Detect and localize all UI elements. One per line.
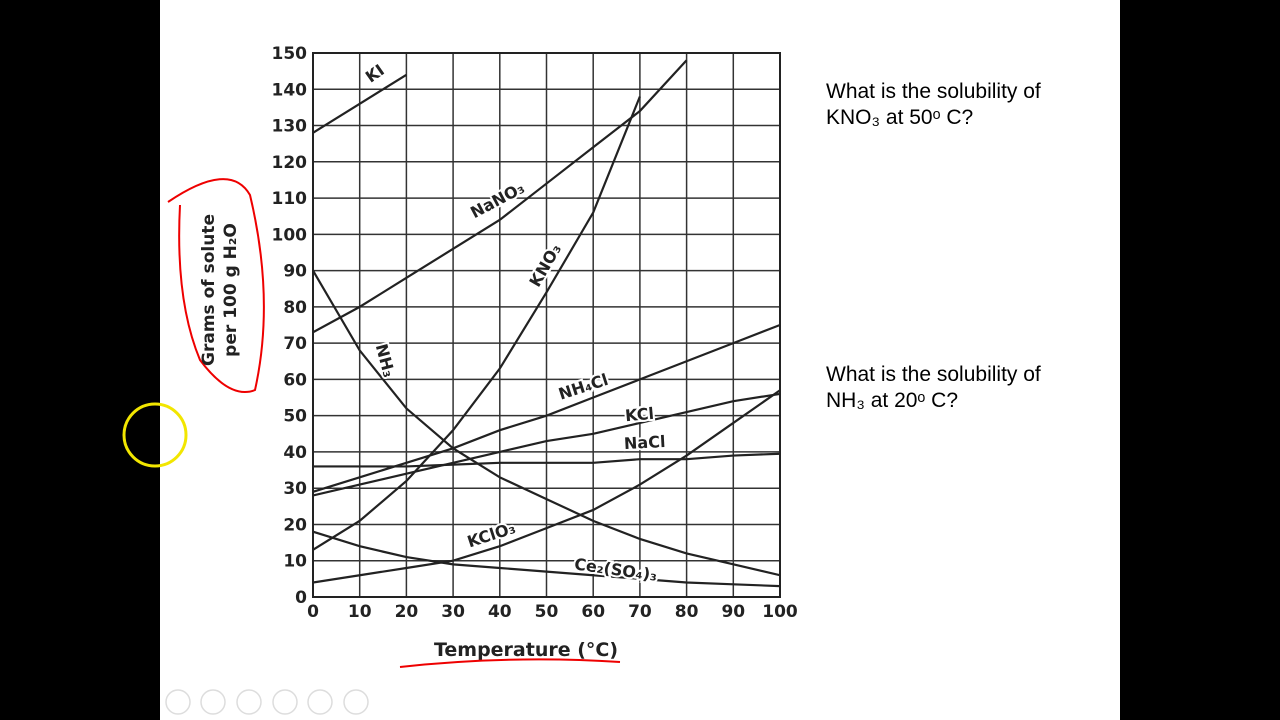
y-tick-label: 10 <box>283 552 307 572</box>
question: What is the solubility of KNO₃ at 50ᵒ C? <box>826 80 1041 129</box>
y-tick-label: 110 <box>272 189 308 209</box>
y-tick-label: 120 <box>272 153 308 173</box>
y-tick-label: 0 <box>295 588 307 608</box>
x-tick-label: 0 <box>307 602 319 622</box>
y-tick-label: 20 <box>283 515 307 535</box>
x-tick-label: 100 <box>762 602 798 622</box>
y-axis-label: Grams of solute per 100 g H₂O <box>199 214 241 366</box>
x-tick-label: 80 <box>675 602 699 622</box>
x-tick-label: 60 <box>581 602 605 622</box>
y-tick-label: 140 <box>272 80 308 100</box>
slide-toolbar[interactable] <box>165 689 369 715</box>
series-line <box>313 389 780 584</box>
y-tick-label: 100 <box>272 225 308 245</box>
x-tick-label: 70 <box>628 602 652 622</box>
series-label: NaNO₃ <box>467 178 527 222</box>
cursor-highlight <box>122 402 188 468</box>
x-tick-label: 50 <box>535 602 559 622</box>
series-line <box>313 530 780 588</box>
y-tick-label: 50 <box>283 407 307 427</box>
question: What is the solubility of NH₃ at 20ᵒ C? <box>826 363 1041 412</box>
series-line <box>313 392 780 497</box>
y-tick-label: 150 <box>272 44 308 64</box>
x-tick-label: 30 <box>441 602 465 622</box>
series-label: NH₄Cl <box>556 370 610 404</box>
annotation-underline <box>399 658 621 668</box>
series-label: NH₃ <box>372 342 399 380</box>
y-tick-label: 60 <box>283 370 307 390</box>
y-tick-label: 70 <box>283 334 307 354</box>
x-tick-label: 90 <box>721 602 745 622</box>
series-line <box>313 323 780 493</box>
series-line <box>313 452 780 468</box>
series-label: KCl <box>624 404 654 425</box>
y-tick-label: 90 <box>283 262 307 282</box>
series-label: KClO₃ <box>465 518 518 551</box>
y-tick-label: 130 <box>272 117 308 137</box>
series-label: KNO₃ <box>525 240 565 290</box>
x-tick-label: 20 <box>395 602 419 622</box>
series-label: Ce₂(SO₄)₃ <box>573 554 658 584</box>
annotation-ellipse <box>167 178 265 393</box>
y-tick-label: 40 <box>283 443 307 463</box>
y-tick-label: 30 <box>283 479 307 499</box>
series-line <box>313 73 407 134</box>
x-tick-label: 10 <box>348 602 372 622</box>
x-axis-label: Temperature (°C) <box>434 639 618 661</box>
series-line <box>313 59 688 334</box>
x-tick-label: 40 <box>488 602 512 622</box>
series-line <box>313 270 780 577</box>
series-label: KI <box>362 60 388 86</box>
series-label: NaCl <box>624 432 666 453</box>
y-tick-label: 80 <box>283 298 307 318</box>
series-line <box>313 96 641 551</box>
